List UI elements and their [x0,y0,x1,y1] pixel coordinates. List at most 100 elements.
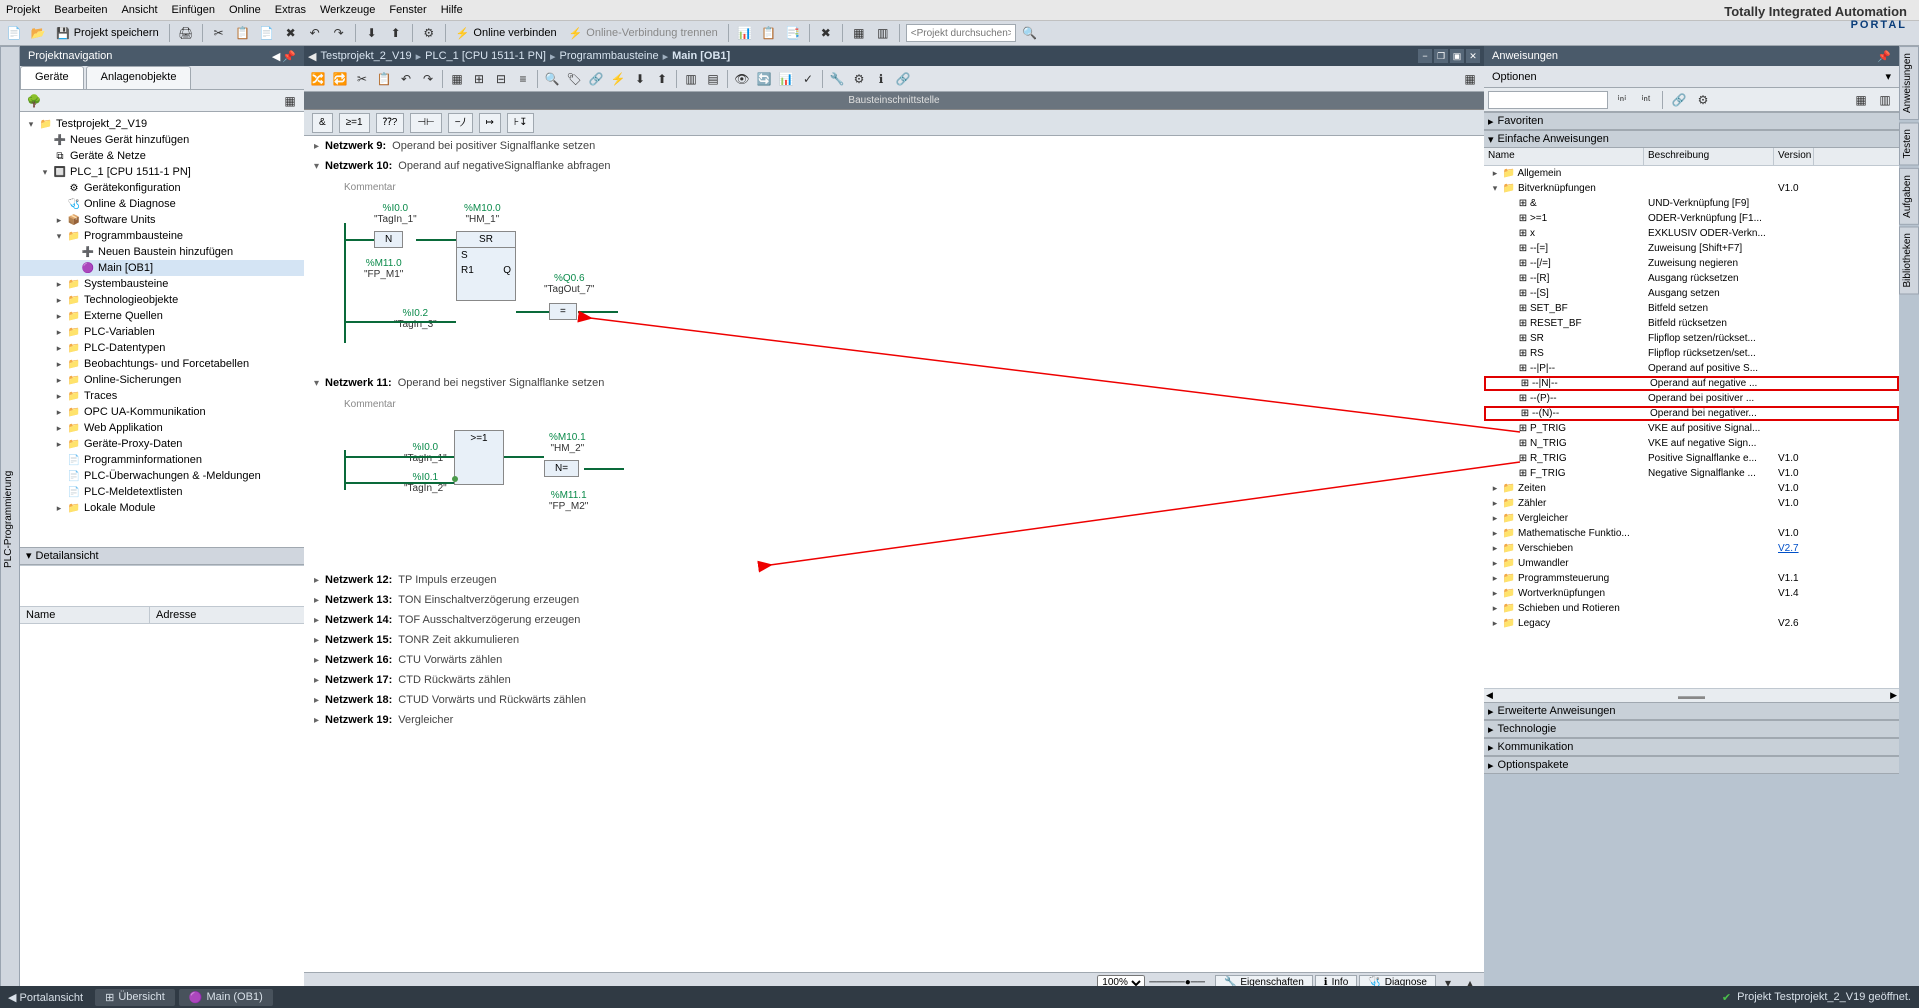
open-icon[interactable]: 📂 [28,23,48,43]
tool3-icon[interactable]: 📑 [783,23,803,43]
network-header[interactable]: ▸Netzwerk 16: CTU Vorwärts zählen [304,650,1484,670]
paste-icon[interactable]: 📄 [257,23,277,43]
instruction-row[interactable]: ▸ 📁 Zeiten V1.0 [1484,481,1899,496]
upload-icon[interactable]: ⬆ [386,23,406,43]
ed-btn-j[interactable]: 🔄 [754,69,774,89]
instruction-row[interactable]: ⊞ SR Flipflop setzen/rückset... [1484,331,1899,346]
tree-item[interactable]: ⧉Geräte & Netze [20,148,304,164]
ed-btn-a[interactable]: 🔍 [542,69,562,89]
tree-item[interactable]: ➕Neues Gerät hinzufügen [20,132,304,148]
favorites-section[interactable]: ▸Favoriten [1484,112,1899,130]
instruction-row[interactable]: ▸ 📁 Vergleicher [1484,511,1899,526]
instruction-row[interactable]: ⊞ --|P|-- Operand auf positive S... [1484,361,1899,376]
tree-item[interactable]: ▸📦Software Units [20,212,304,228]
ed-btn-7[interactable]: ⊞ [469,69,489,89]
instr-unpin-icon[interactable]: 📌 [1877,50,1891,63]
tree-item[interactable]: 🩺Online & Diagnose [20,196,304,212]
ed-btn-3[interactable]: ✂ [352,69,372,89]
ed-btn-6[interactable]: ↷ [418,69,438,89]
tool-icon[interactable]: 📊 [735,23,755,43]
tree-item[interactable]: ➕Neuen Baustein hinzufügen [20,244,304,260]
network-header[interactable]: ▸Netzwerk 9: Operand bei positiver Signa… [304,136,1484,156]
ed-btn-g[interactable]: ▥ [681,69,701,89]
copy-icon[interactable]: 📋 [233,23,253,43]
instruction-row[interactable]: ▸ 📁 Programmsteuerung V1.1 [1484,571,1899,586]
instruction-row[interactable]: ⊞ --[/=] Zuweisung negieren [1484,256,1899,271]
tasks-vtab[interactable]: Aufgaben [1899,168,1919,225]
project-search-input[interactable] [906,24,1016,42]
tree-item[interactable]: ▸📁Web Applikation [20,420,304,436]
ed-btn-net[interactable]: ▦ [447,69,467,89]
tree-item[interactable]: ▸📁Traces [20,388,304,404]
tree-item[interactable]: ▸📁Beobachtungs- und Forcetabellen [20,356,304,372]
maximize-icon[interactable]: ▣ [1450,49,1464,63]
lad-palette-btn[interactable]: ⊦↧ [507,113,535,133]
instruction-row[interactable]: ⊞ P_TRIG VKE auf positive Signal... [1484,421,1899,436]
tree-item[interactable]: ▸📁OPC UA-Kommunikation [20,404,304,420]
instruction-row[interactable]: ▸ 📁 Verschieben V2.7 [1484,541,1899,556]
options-header[interactable]: Optionen ▾ [1484,66,1899,88]
instruction-row[interactable]: ⊞ RS Flipflop rücksetzen/set... [1484,346,1899,361]
tree-item[interactable]: ▸📁Online-Sicherungen [20,372,304,388]
layout1-icon[interactable]: ▦ [849,23,869,43]
ed-opts-icon[interactable]: ▦ [1460,69,1480,89]
ed-btn-k[interactable]: 📊 [776,69,796,89]
collapse-icon[interactable]: ◀ [272,50,280,63]
tree-item[interactable]: ▸📁Technologieobjekte [20,292,304,308]
option-packages-section[interactable]: ▸Optionspakete [1484,756,1899,774]
ed-btn-2[interactable]: 🔁 [330,69,350,89]
detail-view-header[interactable]: ▾Detailansicht [20,547,304,565]
hscroll-right-icon[interactable]: ▶ [1890,690,1897,701]
network-header[interactable]: ▸Netzwerk 18: CTUD Vorwärts und Rückwärt… [304,690,1484,710]
network-header[interactable]: ▾Netzwerk 11: Operand bei negstiver Sign… [304,373,1484,393]
save-project-button[interactable]: 💾Projekt speichern [52,27,163,40]
ed-btn-i[interactable]: 👁 [732,69,752,89]
network-header[interactable]: ▸Netzwerk 13: TON Einschaltverzögerung e… [304,590,1484,610]
status-tab[interactable]: ⊞Übersicht [95,989,175,1006]
network-header[interactable]: ▸Netzwerk 14: TOF Ausschaltverzögerung e… [304,610,1484,630]
tree-item[interactable]: 📄PLC-Meldetextlisten [20,484,304,500]
compile-icon[interactable]: ⚙ [419,23,439,43]
minimize-icon[interactable]: − [1418,49,1432,63]
testing-vtab[interactable]: Testen [1899,122,1919,165]
plant-objects-tab[interactable]: Anlagenobjekte [86,66,192,89]
extended-instr-section[interactable]: ▸Erweiterte Anweisungen [1484,702,1899,720]
ed-btn-9[interactable]: ≡ [513,69,533,89]
network-header[interactable]: ▸Netzwerk 15: TONR Zeit akkumulieren [304,630,1484,650]
ed-btn-n[interactable]: ⚙ [849,69,869,89]
ed-btn-4[interactable]: 📋 [374,69,394,89]
instr-filter1-icon[interactable]: ⁱⁿⁱ [1612,90,1632,110]
tree-opts-icon[interactable]: ▦ [280,91,300,111]
tree-item[interactable]: ▸📁PLC-Variablen [20,324,304,340]
undo-icon[interactable]: ↶ [305,23,325,43]
menu-projekt[interactable]: Projekt [6,4,40,16]
devices-tab[interactable]: Geräte [20,66,84,89]
ladder-editor[interactable]: ▸Netzwerk 9: Operand bei positiver Signa… [304,136,1484,972]
instruction-row[interactable]: ⊞ --|N|-- Operand auf negative ... [1484,376,1899,391]
hscroll-left-icon[interactable]: ◀ [1486,690,1493,701]
instructions-grid[interactable]: Name Beschreibung Version ▸ 📁 Allgemein … [1484,148,1899,688]
ed-btn-l[interactable]: ✓ [798,69,818,89]
ed-btn-b[interactable]: 🏷 [564,69,584,89]
instruction-row[interactable]: ⊞ --(P)-- Operand bei positiver ... [1484,391,1899,406]
instruction-row[interactable]: ⊞ R_TRIG Positive Signalflanke e... V1.0 [1484,451,1899,466]
tree-view-icon[interactable]: 🌳 [24,91,44,111]
ed-btn-5[interactable]: ↶ [396,69,416,89]
plc-programming-vtab[interactable]: PLC-Programmierung [0,46,20,992]
instruction-row[interactable]: ⊞ F_TRIG Negative Signalflanke ... V1.0 [1484,466,1899,481]
search-go-icon[interactable]: 🔍 [1020,23,1040,43]
tree-item[interactable]: ▾📁Programmbausteine [20,228,304,244]
ed-btn-8[interactable]: ⊟ [491,69,511,89]
instruction-row[interactable]: ⊞ --(N)-- Operand bei negativer... [1484,406,1899,421]
instruction-row[interactable]: ⊞ RESET_BF Bitfeld rücksetzen [1484,316,1899,331]
menu-bearbeiten[interactable]: Bearbeiten [54,4,107,16]
new-project-icon[interactable]: 📄 [4,23,24,43]
instruction-row[interactable]: ▸ 📁 Umwandler [1484,556,1899,571]
tree-item[interactable]: ▸📁Lokale Module [20,500,304,516]
menu-fenster[interactable]: Fenster [389,4,426,16]
technology-section[interactable]: ▸Technologie [1484,720,1899,738]
portal-view-button[interactable]: ◀ Portalansicht [8,991,83,1004]
go-online-button[interactable]: ⚡Online verbinden [452,27,561,40]
interface-bar[interactable]: Bausteinschnittstelle [304,92,1484,110]
tree-item[interactable]: ▸📁PLC-Datentypen [20,340,304,356]
